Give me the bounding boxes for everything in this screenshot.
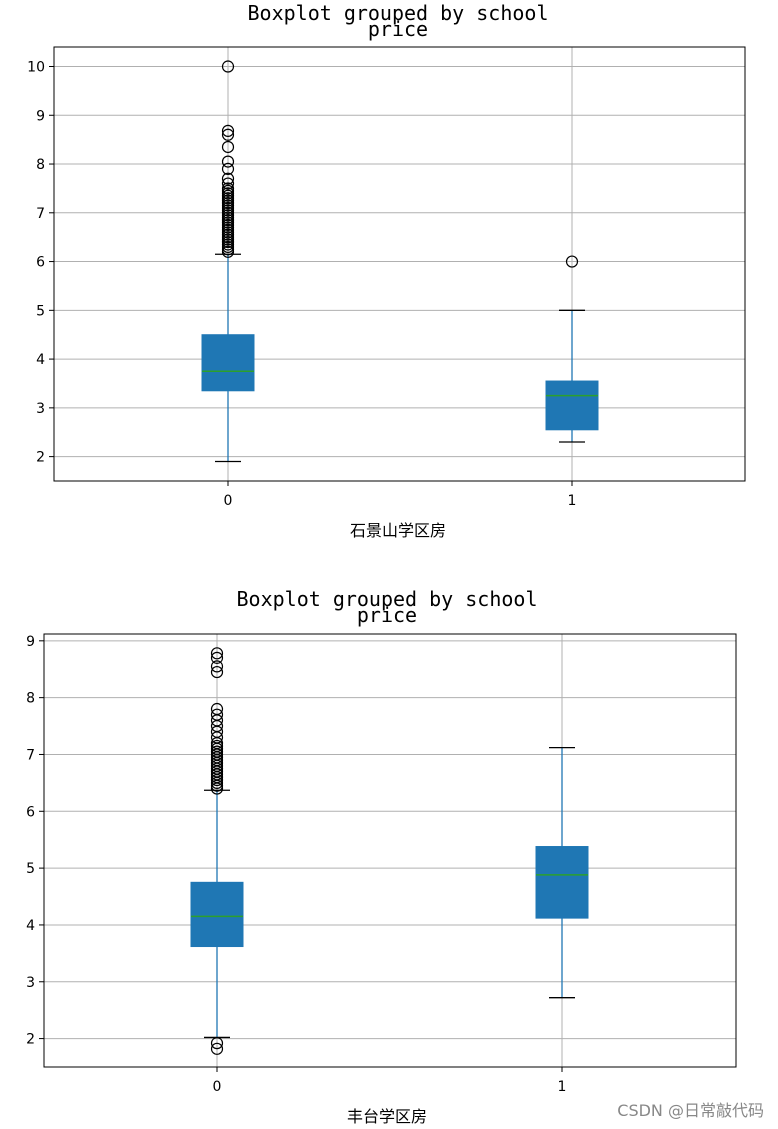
flier-point bbox=[210, 647, 224, 660]
flier-point bbox=[210, 745, 224, 758]
y-tick-label: 9 bbox=[36, 108, 45, 124]
x-tick-label: 0 bbox=[224, 493, 233, 509]
flier-point bbox=[221, 172, 235, 185]
flier-point bbox=[210, 739, 224, 753]
flier-point bbox=[221, 177, 235, 190]
x-tick-label: 1 bbox=[568, 493, 577, 509]
x-axis-label: 丰台学区房 bbox=[347, 1107, 427, 1126]
flier-point bbox=[221, 124, 235, 137]
chart-subtitle: price bbox=[357, 603, 417, 627]
y-tick-label: 4 bbox=[26, 918, 35, 934]
y-tick-label: 6 bbox=[26, 804, 35, 820]
y-tick-label: 10 bbox=[27, 60, 45, 76]
chart-title: Boxplot grouped by school bbox=[236, 587, 537, 611]
flier-point bbox=[221, 128, 235, 141]
y-tick-label: 8 bbox=[26, 691, 35, 707]
box-group bbox=[201, 60, 255, 463]
y-tick-label: 7 bbox=[36, 206, 45, 222]
flier-point bbox=[221, 140, 235, 154]
flier-point bbox=[210, 1042, 224, 1055]
x-tick-label: 0 bbox=[213, 1079, 222, 1095]
x-axis-label: 石景山学区房 bbox=[350, 521, 446, 540]
grid bbox=[44, 634, 736, 1067]
y-tick-label: 8 bbox=[36, 157, 45, 173]
box bbox=[545, 380, 599, 431]
boxplot-chart-fengtai: Boxplot grouped by school price 丰台学区房 2 3… bbox=[26, 587, 737, 1126]
flier-point bbox=[565, 255, 579, 268]
y-tick-label: 7 bbox=[26, 747, 35, 763]
box-group bbox=[190, 647, 244, 1055]
watermark: CSDN @日常敲代码 bbox=[617, 1101, 764, 1120]
chart-title: Boxplot grouped by school bbox=[247, 1, 548, 25]
y-tick-label: 5 bbox=[36, 303, 45, 319]
flier-point bbox=[210, 665, 224, 679]
box bbox=[190, 881, 244, 948]
box bbox=[535, 846, 589, 919]
y-tick-label: 9 bbox=[26, 634, 35, 650]
boxplot-chart-shijingshan: Boxplot grouped by school price 石景山学区房 2… bbox=[27, 1, 746, 540]
grid bbox=[54, 47, 745, 481]
axes-frame bbox=[53, 46, 746, 482]
flier-point bbox=[221, 162, 235, 176]
y-tick-label: 2 bbox=[36, 450, 45, 466]
flier-point bbox=[210, 708, 224, 721]
box-group bbox=[535, 746, 589, 999]
flier-point bbox=[210, 1037, 224, 1050]
flier-point bbox=[210, 660, 224, 673]
y-tick-label: 3 bbox=[26, 975, 35, 991]
flier-point bbox=[221, 182, 235, 195]
flier-point bbox=[221, 155, 235, 168]
box bbox=[201, 334, 255, 392]
chart-subtitle: price bbox=[368, 17, 428, 41]
flier-point bbox=[210, 702, 224, 716]
y-tick-label: 5 bbox=[26, 861, 35, 877]
axes-frame bbox=[43, 633, 737, 1068]
box-group bbox=[545, 255, 599, 443]
y-tick-label: 6 bbox=[36, 255, 45, 271]
x-tick-label: 1 bbox=[558, 1079, 567, 1095]
y-tick-label: 2 bbox=[26, 1032, 35, 1048]
flier-point bbox=[210, 651, 224, 664]
y-tick-label: 4 bbox=[36, 352, 45, 368]
y-tick-label: 3 bbox=[36, 401, 45, 417]
flier-point bbox=[221, 60, 235, 73]
